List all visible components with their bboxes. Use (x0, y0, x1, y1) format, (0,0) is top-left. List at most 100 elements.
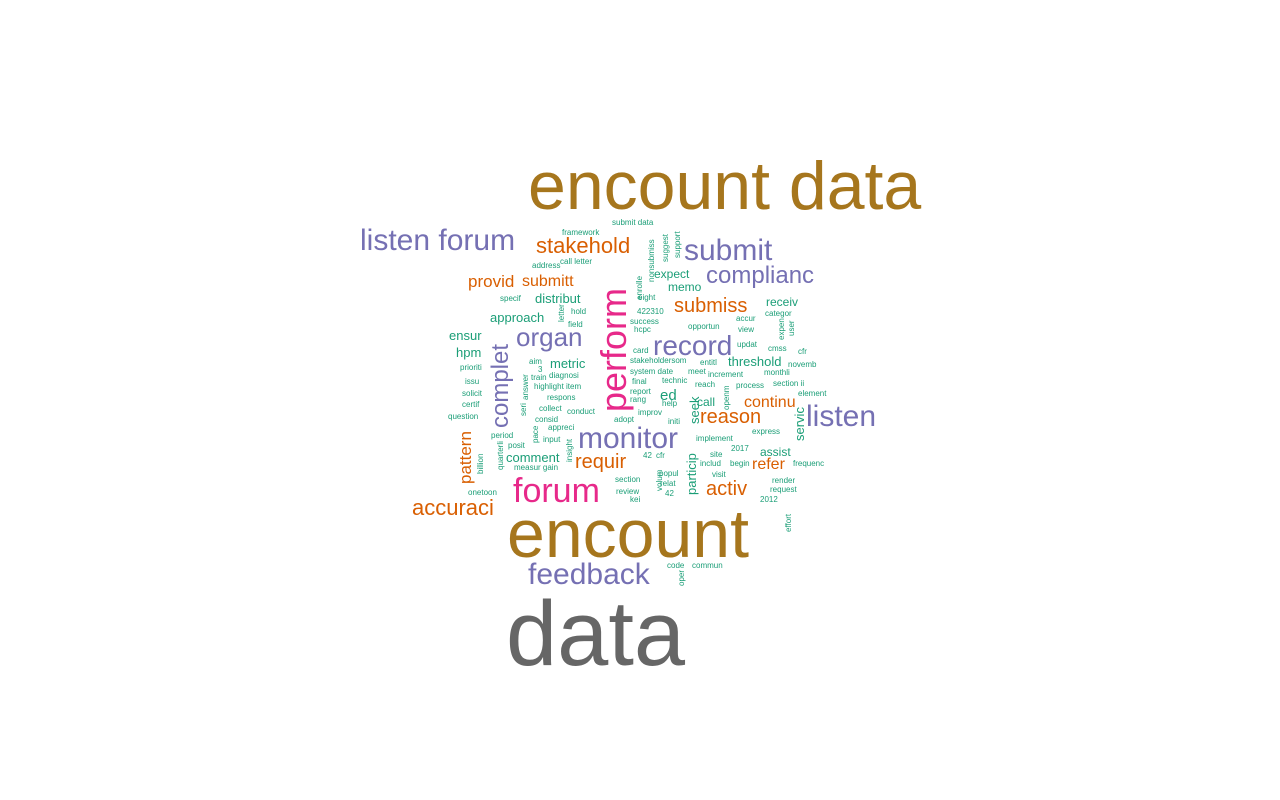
word-ensur: ensur (449, 328, 482, 343)
word-opportun: opportun (688, 322, 720, 331)
word-seri: seri (519, 403, 528, 416)
word-final: final (632, 377, 647, 386)
word-forum: forum (513, 472, 600, 510)
word-memo: memo (668, 280, 702, 294)
word-call: call (697, 395, 716, 409)
word-expen: expen (777, 318, 786, 340)
word-rang: rang (630, 395, 647, 404)
word-diagnosi: diagnosi (549, 371, 579, 380)
word-site: site (710, 450, 723, 459)
word-measur-gain: measur gain (514, 463, 559, 472)
word-input: input (543, 435, 561, 444)
word-commun: commun (692, 561, 723, 570)
word-render: render (772, 476, 796, 485)
word-implement: implement (696, 434, 733, 443)
word-ed: ed (660, 387, 677, 404)
word-collect: collect (539, 404, 562, 413)
word-section: section (615, 475, 641, 484)
word-accuraci: accuraci (412, 495, 494, 520)
word-3: 3 (538, 365, 543, 374)
word-receiv: receiv (766, 295, 799, 309)
word-insight: insight (565, 438, 574, 462)
word-billion: billion (476, 453, 485, 474)
word-eight: eight (638, 293, 656, 302)
word-address: address (532, 261, 561, 270)
word-nonsubmiss: nonsubmiss (647, 239, 656, 282)
word-2012: 2012 (760, 495, 778, 504)
word-section-ii: section ii (773, 379, 805, 388)
word-metric: metric (550, 356, 586, 371)
word-422310: 422310 (637, 307, 664, 316)
word-pace: pace (531, 425, 540, 443)
word-certif: certif (462, 400, 480, 409)
word-posit: posit (508, 441, 525, 450)
word-report: report (630, 387, 651, 396)
word-distribut: distribut (535, 291, 581, 306)
word-updat: updat (737, 340, 758, 349)
word-respons: respons (547, 393, 576, 402)
word-volum: volum (655, 469, 664, 491)
word-onetoon: onetoon (468, 488, 497, 497)
word-particip: particip (684, 453, 699, 495)
word-solicit: solicit (462, 389, 483, 398)
word-frequenc: frequenc (793, 459, 825, 468)
word-organ: organ (516, 322, 583, 352)
word-success: success (630, 317, 659, 326)
word-approach: approach (490, 310, 545, 325)
word-stakehold: stakehold (536, 233, 631, 258)
word-oper: oper (677, 569, 686, 586)
word-2017: 2017 (731, 444, 749, 453)
word-servic: servic (792, 407, 807, 441)
word-help: help (662, 399, 678, 408)
word-seek: seek (687, 396, 702, 424)
word-field: field (568, 320, 583, 329)
word-quarterli: quarterli (496, 441, 505, 470)
word-process: process (736, 381, 765, 390)
word-support: support (673, 231, 682, 258)
word-encount: encount (507, 496, 749, 572)
word-initi: initi (668, 417, 681, 426)
word-issu: issu (465, 377, 480, 386)
word-user: user (787, 320, 796, 336)
word-accur: accur (736, 314, 756, 323)
word-monitor: monitor (578, 422, 679, 455)
word-review: review (616, 487, 640, 496)
word-entitl: entitl (700, 358, 717, 367)
word-visit: visit (712, 470, 726, 479)
word-technic: technic (662, 376, 688, 385)
word-request: request (770, 485, 797, 494)
word-cfr: cfr (798, 347, 807, 356)
word-consid: consid (535, 415, 559, 424)
word-encount-data: encount data (528, 148, 922, 224)
word-42: 42 (643, 451, 652, 460)
word-complianc: complianc (706, 262, 815, 289)
word-specif: specif (500, 294, 521, 303)
word-submiss: submiss (674, 295, 748, 317)
word-meet: meet (688, 367, 706, 376)
word-stakeholdersom: stakeholdersom (630, 356, 687, 365)
word-popul: popul (659, 469, 679, 478)
word-feedback: feedback (528, 558, 650, 591)
word-reach: reach (695, 380, 716, 389)
word-view: view (738, 325, 755, 334)
word-hcpc: hcpc (634, 325, 651, 334)
word-call-letter: call letter (560, 257, 593, 266)
word-train: train (531, 373, 547, 382)
word-submit-data: submit data (612, 218, 654, 227)
word-provid: provid (468, 272, 515, 291)
word-record: record (653, 330, 733, 361)
word-submit: submit (684, 234, 773, 267)
word-begin: begin (730, 459, 750, 468)
word-categor: categor (765, 309, 792, 318)
word-requir: requir (575, 451, 627, 473)
word-aim: aim (529, 357, 542, 366)
word-question: question (448, 412, 479, 421)
word-hold: hold (571, 307, 587, 316)
word-data: data (506, 583, 686, 685)
word-perform: perform (593, 287, 634, 412)
word-submitt: submitt (522, 273, 574, 290)
word-framework: framework (562, 228, 600, 237)
word-monthli: monthli (764, 368, 790, 377)
word-effort: effort (784, 513, 793, 532)
